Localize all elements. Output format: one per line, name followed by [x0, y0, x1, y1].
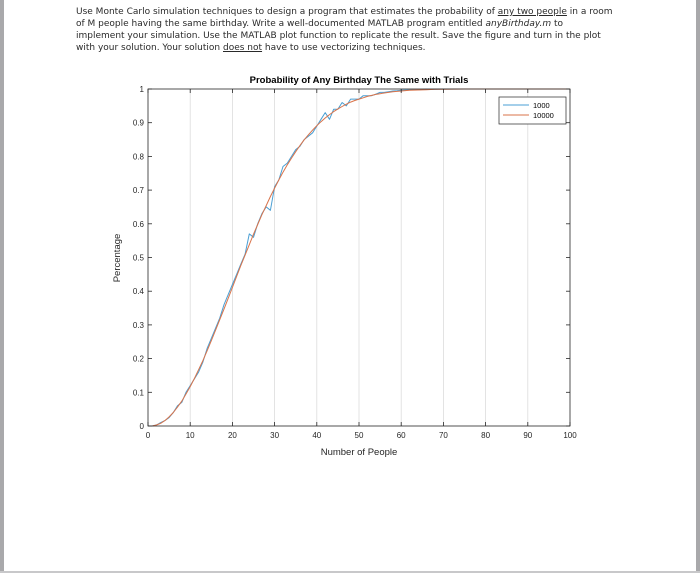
x-tick-label: 40: [312, 431, 321, 440]
x-tick-label: 90: [523, 431, 532, 440]
y-axis-label: Percentage: [112, 234, 123, 283]
underlined-phrase: does not: [223, 43, 263, 53]
x-tick-label: 50: [355, 431, 364, 440]
window-frame-left: [0, 0, 4, 573]
y-tick-label: 0.7: [133, 186, 145, 195]
y-tick-label: 0.2: [133, 355, 145, 364]
legend-entry: 10000: [533, 111, 554, 120]
y-tick-label: 0: [140, 422, 145, 431]
window-frame-right: [696, 0, 700, 573]
x-tick-label: 20: [228, 431, 237, 440]
problem-statement: Use Monte Carlo simulation techniques to…: [76, 6, 636, 54]
y-tick-label: 0.9: [133, 119, 145, 128]
problem-text: to: [551, 19, 564, 29]
x-tick-label: 60: [397, 431, 406, 440]
underlined-phrase: any two people: [497, 7, 567, 17]
series-line-0: [152, 88, 570, 427]
x-tick-label: 0: [146, 431, 151, 440]
x-tick-label: 10: [186, 431, 195, 440]
window-frame-bottom: [0, 571, 700, 573]
problem-line-1: Use Monte Carlo simulation techniques to…: [76, 6, 636, 18]
series-layer: [152, 88, 570, 427]
x-tick-label: 30: [270, 431, 279, 440]
problem-line-3: implement your simulation. Use the MATLA…: [76, 31, 601, 41]
series-line-1: [152, 88, 570, 427]
problem-text: of M people having the same birthday. Wr…: [76, 19, 486, 29]
x-tick-label: 80: [481, 431, 490, 440]
problem-text: with your solution. Your solution: [76, 43, 223, 53]
chart-title: Probability of Any Birthday The Same wit…: [250, 75, 469, 86]
problem-text: in a room: [566, 7, 613, 17]
legend-box: [498, 96, 567, 125]
y-tick-label: 0.8: [133, 152, 145, 161]
legend-entry: 1000: [533, 101, 550, 110]
x-axis-label: Number of People: [321, 447, 398, 458]
y-tick-label: 0.6: [133, 220, 145, 229]
y-tick-label: 0.3: [133, 321, 145, 330]
x-tick-label: 100: [563, 431, 577, 440]
y-tick-label: 1: [140, 85, 145, 94]
y-tick-label: 0.4: [133, 287, 145, 296]
problem-line-4: with your solution. Your solution does n…: [76, 42, 636, 54]
tick-layer: 0 10 20 30 40 50 60 70 80 90 10000.10.20.30.40.50.…: [133, 85, 577, 440]
y-tick-label: 0.1: [133, 388, 145, 397]
problem-text: Use Monte Carlo simulation techniques to…: [76, 7, 498, 17]
y-tick-label: 0.5: [133, 254, 145, 263]
problem-text: have to use vectorizing techniques.: [262, 43, 426, 53]
file-name: anyBirthday.m: [485, 19, 552, 29]
problem-line-2: of M people having the same birthday. Wr…: [76, 18, 636, 30]
grid-layer: [189, 89, 529, 426]
x-tick-label: 70: [439, 431, 448, 440]
